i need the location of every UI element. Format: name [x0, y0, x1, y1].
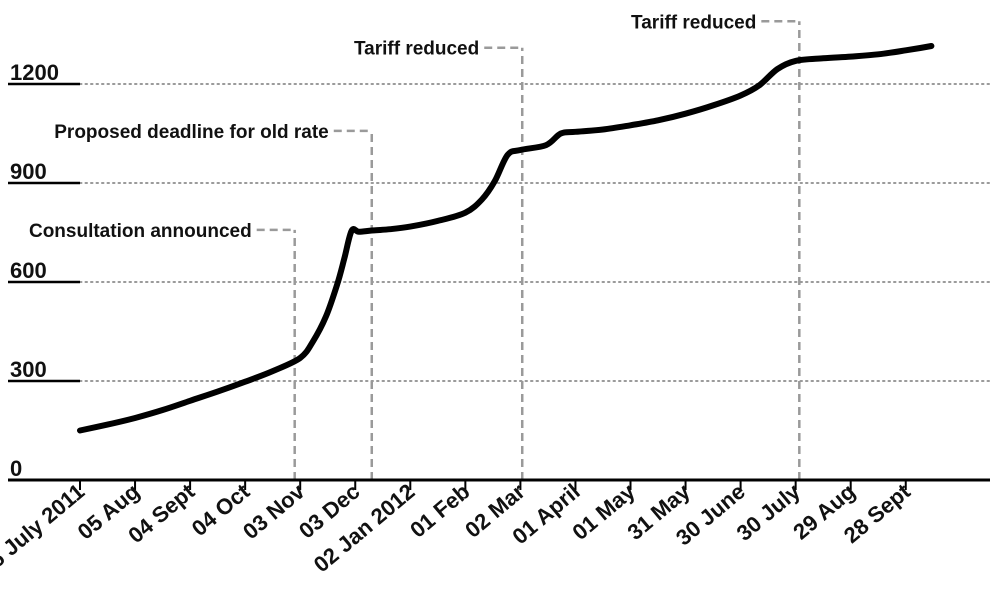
- x-tick-label: 30 July: [732, 478, 806, 546]
- annotations: Consultation announced Proposed deadline …: [29, 12, 801, 480]
- y-tick-label: 0: [10, 456, 22, 481]
- annotation-label: Tariff reduced: [354, 39, 479, 60]
- y-tick-label: 1200: [10, 60, 59, 85]
- y-tick-label: 600: [10, 258, 47, 283]
- x-tick-label: 01 Feb: [405, 479, 474, 543]
- annotation-label: Tariff reduced: [631, 12, 756, 33]
- y-axis: 0 300 600 900 1200: [8, 60, 80, 481]
- y-tick-label: 300: [10, 357, 47, 382]
- annotation: Consultation announced: [29, 221, 296, 480]
- annotation-label: Consultation announced: [29, 221, 252, 242]
- annotation: Tariff reduced: [631, 12, 801, 480]
- series: [77, 43, 935, 434]
- x-tick-label: 03 Nov: [238, 478, 310, 544]
- y-tick-label: 900: [10, 159, 47, 184]
- annotation: Proposed deadline for old rate: [54, 122, 374, 480]
- series-line: [77, 43, 935, 434]
- gridlines: [79, 83, 990, 382]
- annotation: Tariff reduced: [354, 39, 524, 480]
- annotation-label: Proposed deadline for old rate: [54, 122, 329, 143]
